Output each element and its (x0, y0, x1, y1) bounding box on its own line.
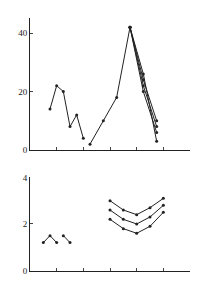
svg-text:0: 0 (23, 266, 28, 276)
svg-text:4: 4 (23, 173, 28, 183)
svg-text:2: 2 (23, 219, 28, 229)
svg-text:40: 40 (18, 28, 28, 38)
svg-text:0: 0 (23, 145, 28, 155)
svg-text:20: 20 (18, 87, 28, 97)
